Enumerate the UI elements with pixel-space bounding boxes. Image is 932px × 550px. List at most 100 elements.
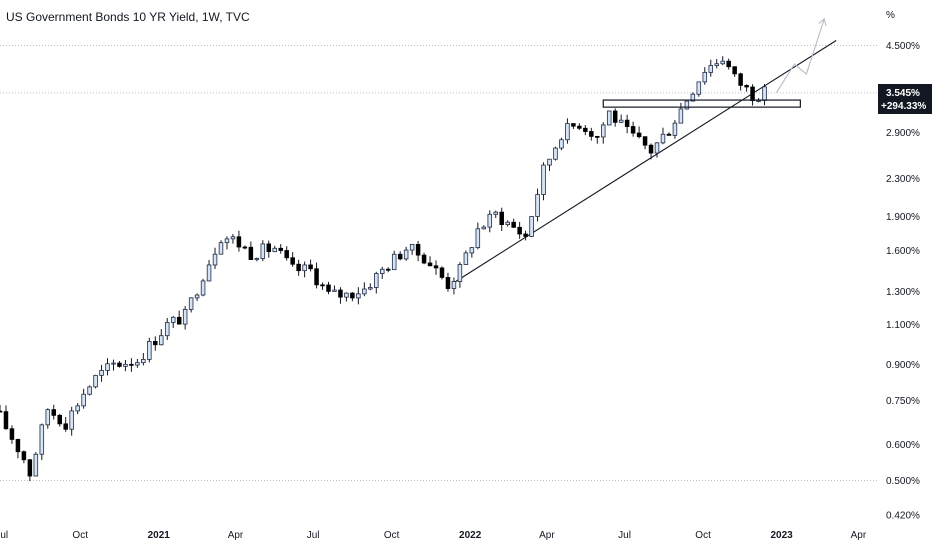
candle-body (762, 86, 767, 101)
reference-lines (0, 45, 878, 482)
candle-body (678, 108, 684, 124)
candle-up (493, 210, 498, 219)
candle-body (708, 65, 714, 73)
y-tick-label: 0.500% (886, 476, 920, 487)
candle-body (200, 280, 206, 296)
candle-up (368, 283, 373, 291)
candle-body (702, 71, 708, 83)
candle-down (117, 360, 122, 368)
candle-body (254, 258, 260, 260)
candle-down (499, 207, 504, 232)
candle-down (9, 425, 15, 444)
candle-body (75, 405, 80, 412)
candle-body (93, 374, 98, 388)
candle-body (720, 60, 725, 65)
candle-body (415, 243, 421, 256)
y-tick-label: 1.300% (886, 287, 920, 298)
candle-body (612, 110, 618, 123)
candle-body (242, 246, 248, 249)
candle-body (39, 424, 45, 455)
candle-up (194, 293, 200, 301)
candle-up (702, 67, 708, 85)
candle-body (188, 297, 194, 310)
candle-body (284, 250, 289, 259)
candle-up (188, 297, 194, 313)
candle-body (326, 284, 331, 292)
candle-up (529, 216, 534, 238)
x-tick-label: Jul (0, 530, 8, 541)
candle-down (326, 281, 331, 295)
candle-down (320, 282, 325, 290)
y-tick-label: 4.500% (886, 41, 920, 52)
candle-up (141, 352, 146, 366)
candle-up (678, 102, 684, 124)
candle-up (356, 287, 361, 305)
candle-body (571, 123, 576, 127)
candle-down (57, 414, 62, 427)
candle-body (624, 119, 630, 127)
candle-body (266, 243, 272, 253)
candle-down (350, 292, 355, 302)
x-tick-label: Apr (539, 530, 555, 541)
candle-body (182, 308, 188, 325)
candle-up (374, 271, 379, 294)
candle-up (391, 250, 397, 271)
candle-body (660, 133, 666, 144)
candle-up (200, 278, 206, 297)
candle-body (744, 84, 749, 88)
candle-down (517, 222, 522, 239)
candle-body (117, 362, 122, 367)
candle-down (726, 58, 731, 70)
candle-body (218, 242, 224, 255)
candle-body (320, 284, 325, 287)
candle-up (33, 452, 39, 477)
candle-body (153, 341, 158, 346)
candle-up (224, 236, 230, 250)
candle-down (278, 244, 283, 254)
candle-down (421, 252, 427, 265)
candle-body (606, 110, 612, 126)
candle-up (535, 188, 540, 222)
candle-body (290, 257, 295, 265)
candle-body (87, 386, 92, 395)
candle-body (547, 158, 552, 166)
candle-up (212, 247, 218, 269)
candle-up (403, 246, 409, 261)
candle-body (684, 100, 690, 110)
candle-up (260, 240, 266, 262)
candle-body (308, 264, 313, 270)
y-tick-label: 0.750% (886, 396, 920, 407)
x-axis[interactable]: Jul Oct 2021 Apr Jul Oct 2022 Apr Jul Oct 2023 Apr (0, 530, 867, 541)
y-tick-label: 1.600% (886, 246, 920, 257)
candle-up (182, 306, 188, 330)
candle-body (278, 247, 283, 251)
candle-body (302, 264, 307, 272)
candle-up (660, 127, 666, 145)
candle-body (0, 410, 3, 413)
y-unit-label: % (886, 10, 895, 21)
candle-body (81, 393, 86, 407)
candle-up (505, 220, 510, 227)
candle-body (338, 289, 343, 298)
candle-body (565, 123, 570, 141)
candle-body (589, 131, 594, 137)
candle-body (750, 86, 755, 102)
candle-body (332, 289, 337, 292)
candle-body (475, 228, 481, 249)
candle-down (738, 72, 743, 91)
candle-down (236, 230, 242, 252)
candle-down (129, 358, 134, 372)
candle-down (3, 405, 9, 430)
candle-body (732, 66, 737, 75)
y-axis[interactable]: 4.500% 2.900% 2.300% 1.900% 1.600% 1.300% 1.10… (886, 41, 920, 522)
y-tick-label: 0.600% (886, 440, 920, 451)
candle-body (397, 253, 403, 260)
candle-body (272, 247, 277, 253)
candle-up (147, 337, 152, 363)
x-tick-label: Oct (384, 530, 400, 541)
candle-down (636, 126, 642, 139)
candle-up (344, 292, 349, 302)
candle-body (696, 81, 702, 95)
candle-down (427, 256, 433, 267)
